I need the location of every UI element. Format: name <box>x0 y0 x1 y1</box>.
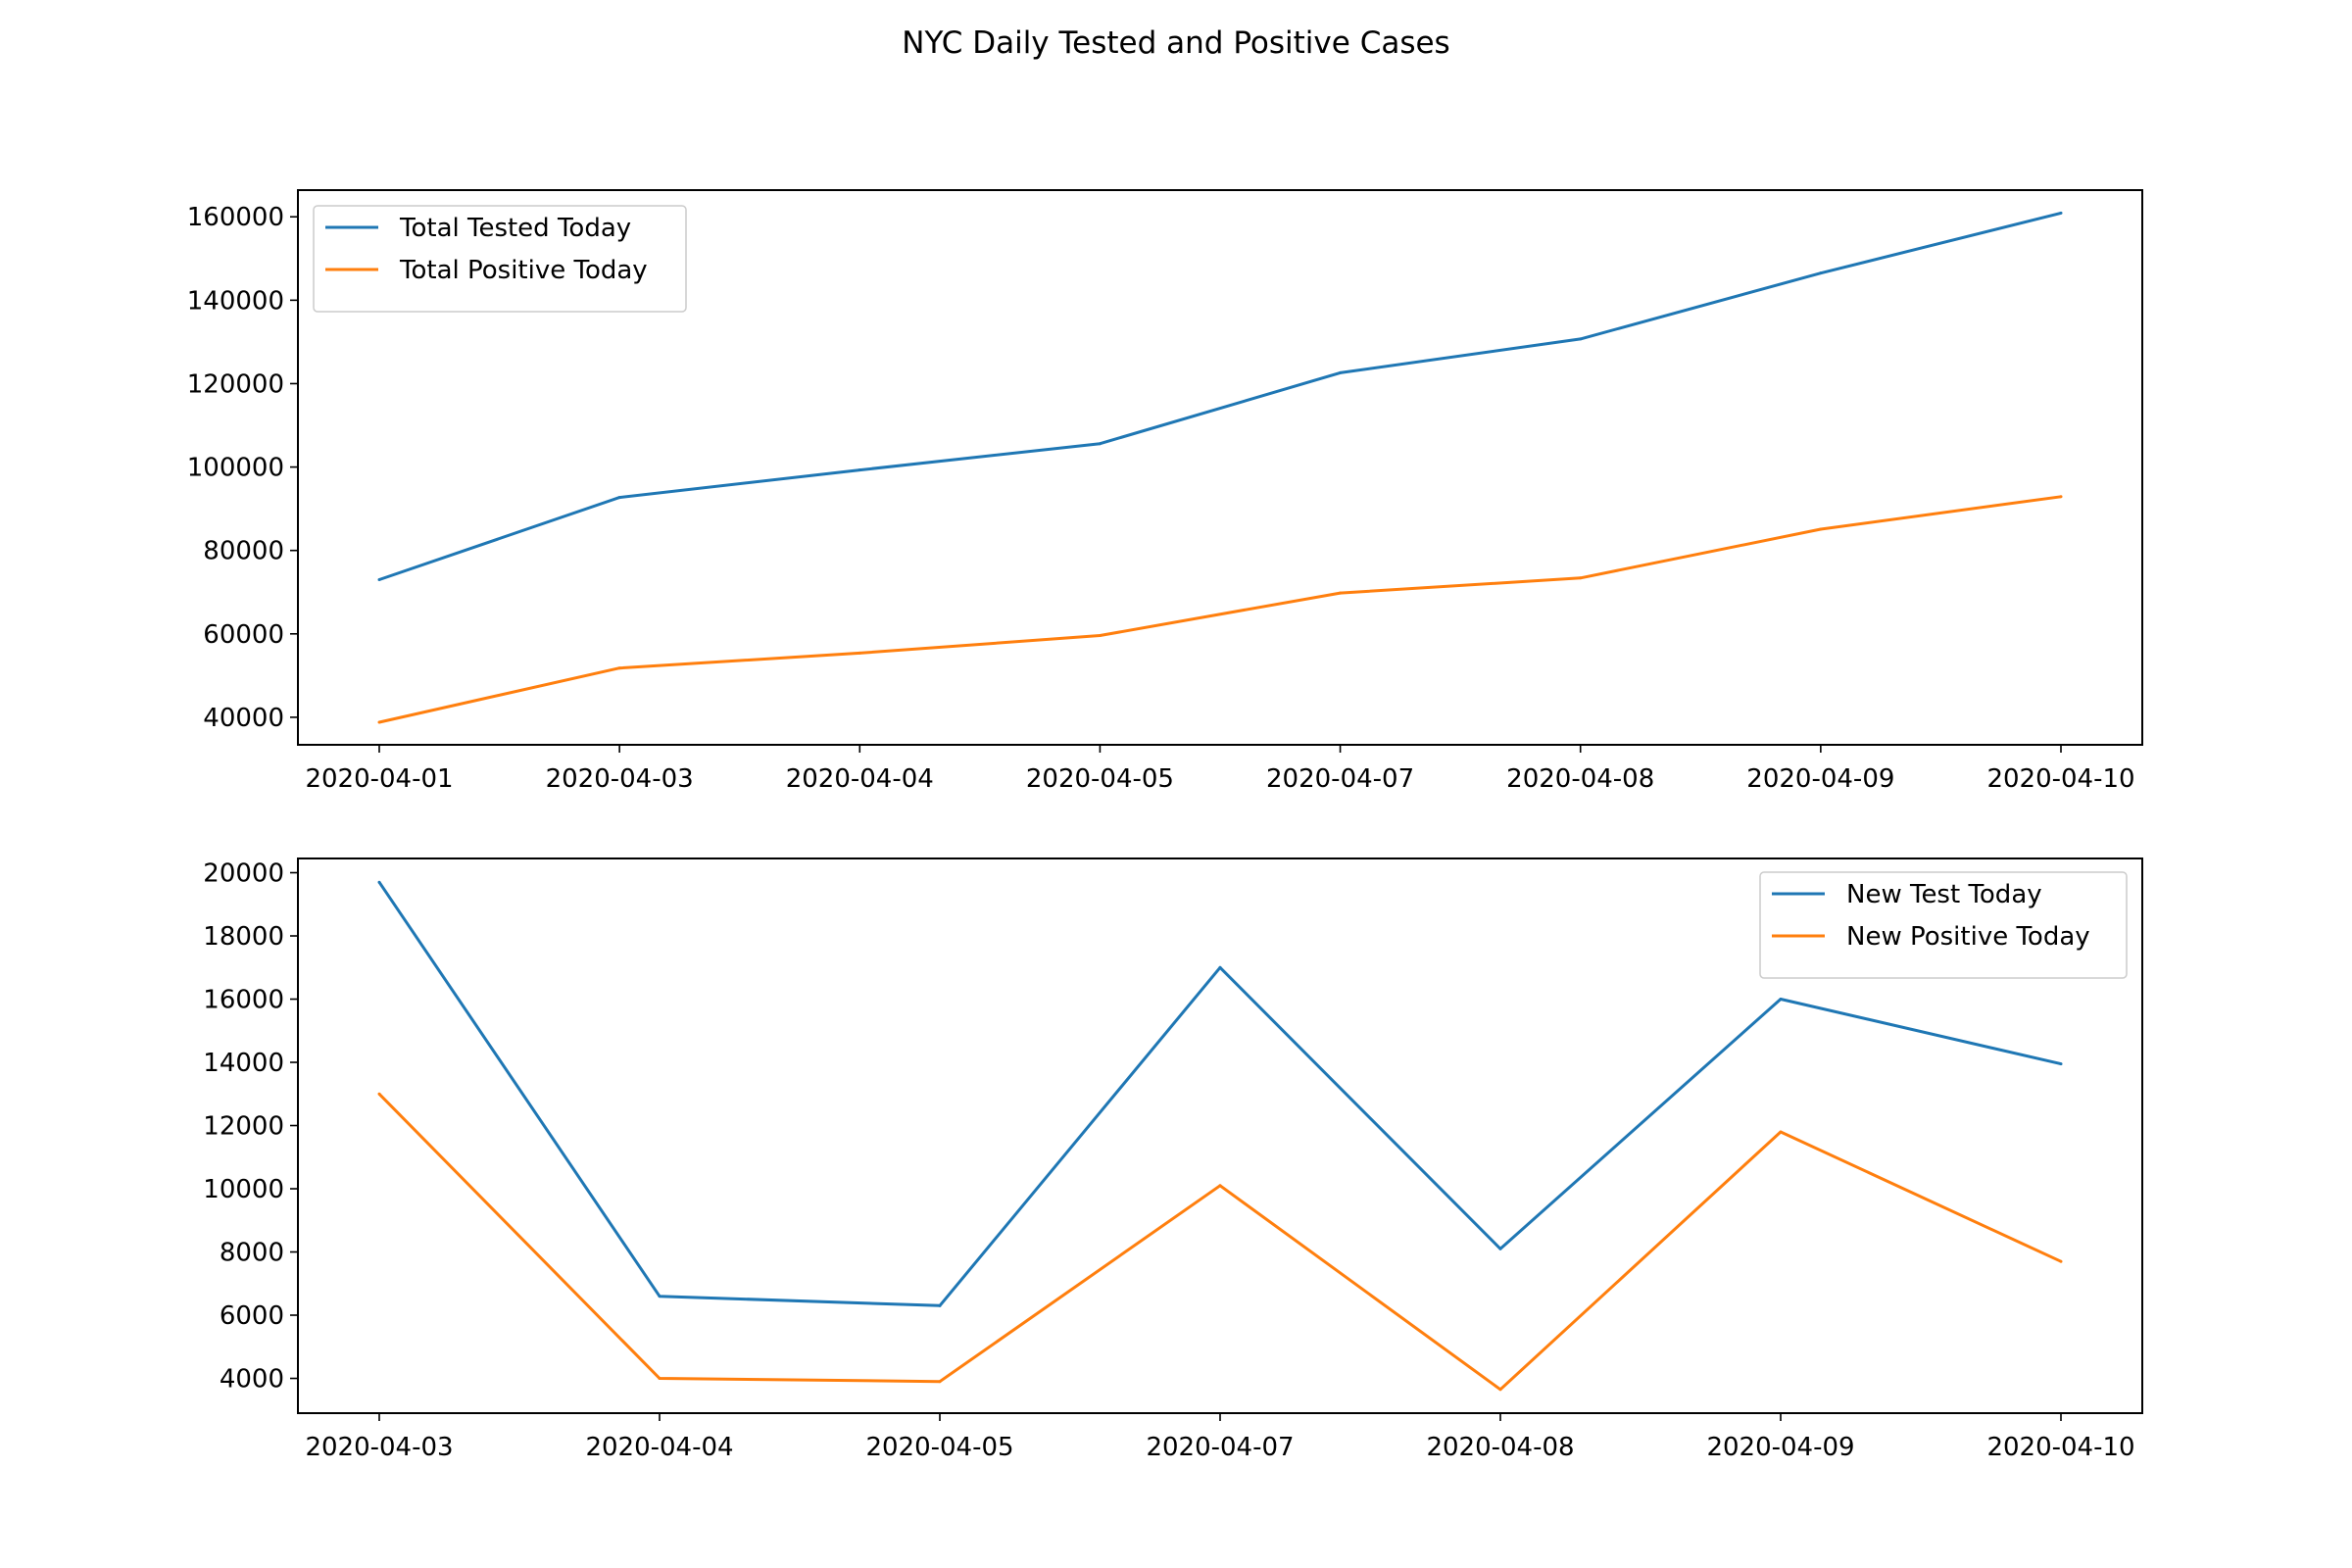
y-tick-label: 100000 <box>187 454 284 483</box>
x-tick-label: 2020-04-09 <box>1706 1433 1854 1462</box>
y-tick-label: 80000 <box>203 537 284 566</box>
legend-label: New Test Today <box>1846 880 2042 909</box>
figure-title: NYC Daily Tested and Positive Cases <box>902 25 1450 61</box>
data-point <box>1579 576 1583 580</box>
x-tick-label: 2020-04-07 <box>1146 1433 1294 1462</box>
data-point <box>1339 370 1343 374</box>
data-point <box>938 1303 942 1307</box>
y-tick-label: 14000 <box>203 1049 284 1078</box>
data-point <box>658 1295 662 1298</box>
x-tick-label: 2020-04-04 <box>786 764 934 794</box>
data-point <box>1819 271 1823 275</box>
y-tick-label: 16000 <box>203 986 284 1015</box>
y-tick-label: 10000 <box>203 1175 284 1204</box>
data-point <box>1498 1247 1502 1250</box>
data-point <box>2059 1259 2063 1263</box>
y-tick-label: 8000 <box>220 1239 284 1268</box>
y-tick-label: 40000 <box>203 704 284 733</box>
data-point <box>1218 1184 1222 1188</box>
data-point <box>658 1377 662 1381</box>
legend-box <box>1759 871 2128 979</box>
data-point <box>2059 211 2063 215</box>
data-point <box>1098 442 1102 446</box>
legend-label: Total Positive Today <box>399 256 648 285</box>
y-tick-label: 140000 <box>187 286 284 316</box>
subplot-1: 2020-04-01 2020-04-03 2020-04-04 2020-04-05… <box>187 189 2143 794</box>
y-tick-label: 4000 <box>220 1365 284 1395</box>
data-point <box>377 1092 381 1096</box>
data-point <box>1779 1130 1783 1134</box>
data-point <box>938 1380 942 1384</box>
y-tick-label: 18000 <box>203 922 284 952</box>
series-line-1 <box>378 211 2062 581</box>
legend-box <box>313 205 687 313</box>
x-tick-label: 2020-04-08 <box>1426 1433 1574 1462</box>
x-tick-label: 2020-04-10 <box>1986 1433 2134 1462</box>
data-point <box>1579 337 1583 341</box>
data-point <box>1218 965 1222 969</box>
y-tick-label: 60000 <box>203 620 284 650</box>
series-line-2 <box>378 495 2062 724</box>
data-point <box>2059 495 2063 499</box>
legend: New Test Today New Positive Today <box>1759 871 2128 979</box>
x-tick-label: 2020-04-08 <box>1506 764 1654 794</box>
y-tick-label: 160000 <box>187 203 284 232</box>
data-point <box>377 720 381 724</box>
x-tick-label: 2020-04-04 <box>585 1433 733 1462</box>
data-point <box>1498 1388 1502 1392</box>
y-tick-label: 120000 <box>187 369 284 399</box>
x-tick-label: 2020-04-03 <box>546 764 694 794</box>
legend-label: New Positive Today <box>1846 922 2090 952</box>
x-tick-label: 2020-04-03 <box>305 1433 453 1462</box>
x-tick-label: 2020-04-10 <box>1986 764 2134 794</box>
data-point <box>617 666 621 670</box>
data-point <box>2059 1062 2063 1066</box>
series-line-2 <box>377 1093 2062 1392</box>
y-tick-label: 6000 <box>220 1301 284 1331</box>
x-tick-label: 2020-04-05 <box>865 1433 1013 1462</box>
y-tick-label: 20000 <box>203 859 284 889</box>
data-point <box>1098 634 1102 638</box>
x-tick-label: 2020-04-05 <box>1026 764 1174 794</box>
x-tick-label: 2020-04-07 <box>1266 764 1414 794</box>
x-tick-label: 2020-04-01 <box>305 764 453 794</box>
data-point <box>858 468 861 472</box>
data-point <box>377 880 381 884</box>
data-point <box>377 577 381 581</box>
data-point <box>1819 527 1823 531</box>
subplot-2: 2020-04-03 2020-04-04 2020-04-05 2020-04-07… <box>203 858 2143 1462</box>
data-point <box>858 651 861 655</box>
y-tick-label: 12000 <box>203 1112 284 1142</box>
x-tick-label: 2020-04-09 <box>1746 764 1894 794</box>
data-point <box>1339 591 1343 595</box>
legend-label: Total Tested Today <box>399 214 631 243</box>
legend: Total Tested Today Total Positive Today <box>313 205 687 313</box>
data-point <box>617 496 621 500</box>
data-point <box>1779 998 1783 1002</box>
